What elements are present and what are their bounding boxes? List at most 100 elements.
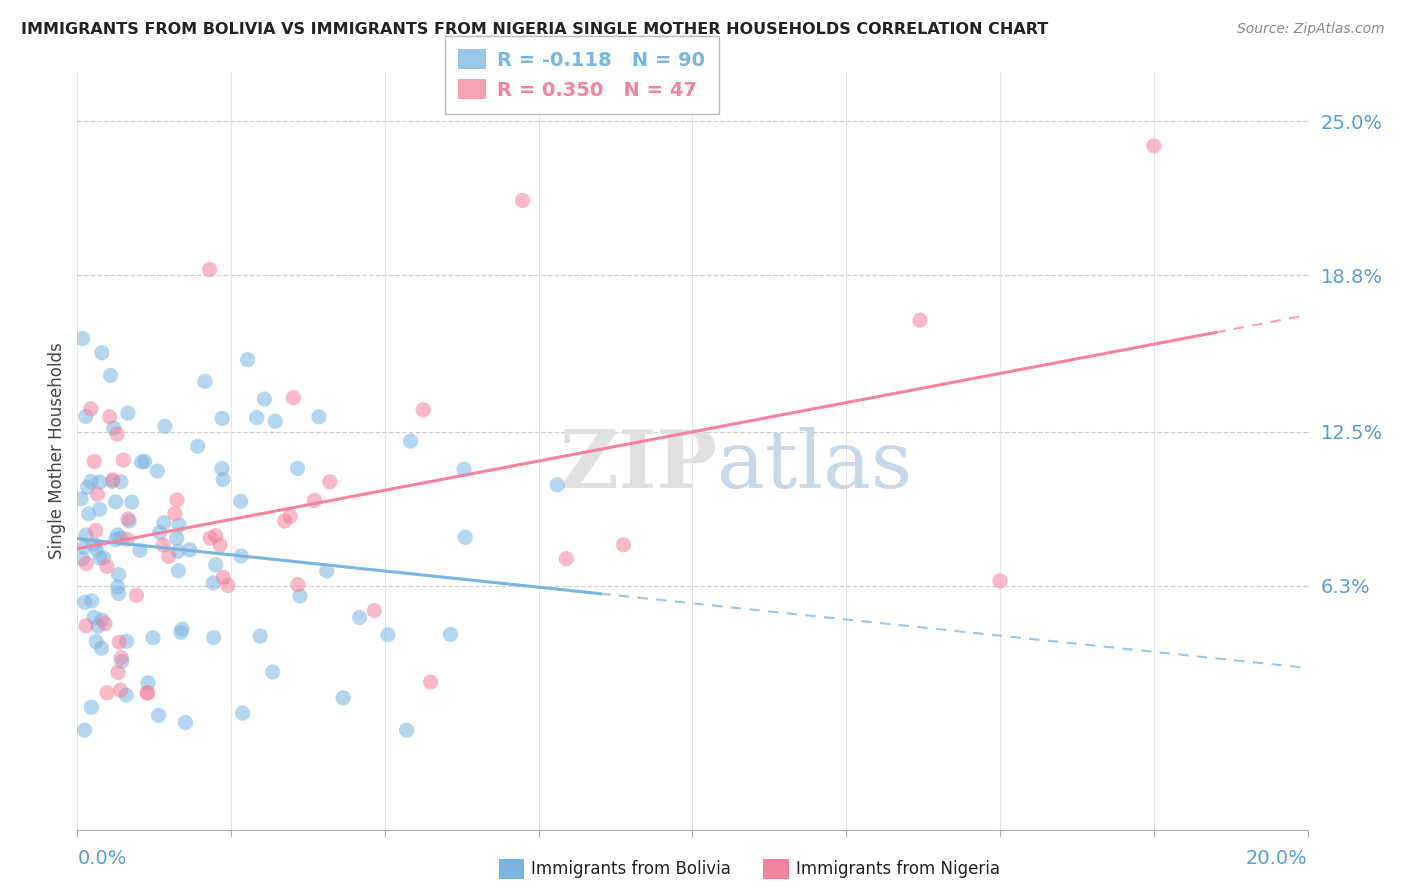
Point (80, 594, 103, 608)
Point (187, 439, 209, 453)
Point (273, 514, 295, 528)
Point (75, 557, 97, 571)
Point (115, 688, 138, 702)
Point (83, 610, 105, 624)
Point (107, 528, 129, 542)
Point (86, 487, 108, 501)
Point (115, 533, 138, 547)
Point (319, 475, 342, 489)
Point (229, 494, 252, 508)
Text: Source: ZipAtlas.com: Source: ZipAtlas.com (1237, 22, 1385, 37)
Point (149, 525, 172, 540)
Text: 0.0%: 0.0% (77, 849, 127, 869)
Point (94, 616, 117, 631)
Point (89, 502, 111, 516)
Legend: R = -0.118   N = 90, R = 0.350   N = 47: R = -0.118 N = 90, R = 0.350 N = 47 (444, 36, 718, 113)
Y-axis label: Single Mother Households: Single Mother Households (48, 343, 66, 558)
Point (179, 542, 201, 557)
Point (125, 588, 148, 602)
Point (308, 409, 330, 424)
Point (100, 368, 122, 383)
Point (153, 516, 176, 530)
Point (236, 352, 259, 367)
Point (93, 551, 115, 566)
Point (332, 690, 354, 705)
Point (73, 595, 96, 609)
Point (363, 604, 385, 618)
Point (395, 723, 418, 738)
Point (988, 574, 1011, 588)
Point (377, 628, 399, 642)
Point (200, 531, 222, 545)
Point (118, 514, 141, 528)
Point (232, 706, 254, 720)
Point (104, 533, 127, 547)
Point (117, 406, 139, 420)
Point (512, 194, 534, 208)
Point (136, 686, 159, 700)
Point (167, 544, 190, 558)
Point (96, 686, 118, 700)
Point (167, 518, 190, 533)
Point (198, 262, 221, 277)
Point (194, 374, 217, 388)
Point (70, 491, 93, 506)
Point (454, 530, 477, 544)
Point (262, 665, 284, 679)
Text: Immigrants from Bolivia: Immigrants from Bolivia (531, 860, 731, 878)
Point (612, 538, 634, 552)
Point (546, 477, 568, 491)
Point (72, 552, 94, 566)
Point (131, 455, 153, 469)
Point (163, 507, 186, 521)
Point (90, 641, 112, 656)
Point (349, 610, 371, 624)
Text: atlas: atlas (717, 426, 912, 505)
Point (90, 346, 112, 360)
Point (75, 409, 97, 424)
Point (136, 686, 159, 700)
Point (98, 409, 121, 424)
Point (107, 567, 129, 582)
Point (136, 675, 159, 690)
Point (439, 627, 461, 641)
Point (110, 683, 132, 698)
Point (103, 421, 125, 435)
Point (142, 631, 165, 645)
Point (101, 473, 124, 487)
Point (278, 509, 301, 524)
Point (96, 559, 118, 574)
Point (87, 619, 110, 633)
Point (153, 419, 176, 434)
Point (399, 434, 422, 449)
Point (91, 613, 114, 627)
Point (75, 528, 97, 542)
Point (83, 537, 105, 551)
Point (211, 461, 233, 475)
Point (84, 524, 107, 538)
Point (202, 631, 225, 645)
Point (167, 564, 190, 578)
Point (202, 575, 225, 590)
Point (134, 454, 156, 468)
Point (208, 538, 231, 552)
Point (89, 475, 111, 489)
Point (1143, 139, 1166, 153)
Point (174, 715, 197, 730)
Text: Immigrants from Nigeria: Immigrants from Nigeria (796, 860, 1000, 878)
Text: 20.0%: 20.0% (1246, 849, 1308, 869)
Point (72, 332, 94, 346)
Point (166, 531, 188, 545)
Point (73, 723, 96, 738)
Point (112, 453, 135, 467)
Point (412, 403, 434, 417)
Point (287, 578, 309, 592)
Point (217, 578, 239, 592)
Point (288, 589, 311, 603)
Point (83, 454, 105, 468)
Point (80, 475, 103, 489)
Point (212, 570, 235, 584)
Point (231, 549, 253, 563)
Point (148, 708, 170, 723)
Point (80, 700, 103, 714)
